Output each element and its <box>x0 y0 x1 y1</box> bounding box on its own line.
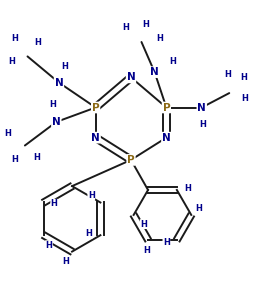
Text: N: N <box>91 133 100 143</box>
Text: H: H <box>61 62 68 71</box>
Text: N: N <box>162 133 171 143</box>
Text: H: H <box>35 38 41 47</box>
Text: H: H <box>200 120 206 129</box>
Text: N: N <box>150 67 159 77</box>
Text: P: P <box>162 102 170 113</box>
Text: H: H <box>33 153 40 162</box>
Text: H: H <box>11 155 18 164</box>
Text: N: N <box>197 102 206 113</box>
Text: N: N <box>54 78 63 88</box>
Text: H: H <box>142 20 149 29</box>
Text: P: P <box>92 102 100 113</box>
Text: N: N <box>127 72 135 82</box>
Text: H: H <box>85 229 92 238</box>
Text: H: H <box>140 220 147 229</box>
Text: H: H <box>8 57 15 66</box>
Text: H: H <box>143 246 150 255</box>
Text: H: H <box>88 191 95 200</box>
Text: N: N <box>52 117 61 127</box>
Text: H: H <box>163 238 170 247</box>
Text: H: H <box>62 257 69 266</box>
Text: H: H <box>184 184 191 193</box>
Text: P: P <box>127 155 135 165</box>
Text: H: H <box>122 23 129 32</box>
Text: H: H <box>225 70 231 79</box>
Text: H: H <box>51 199 58 208</box>
Text: H: H <box>46 241 52 250</box>
Text: H: H <box>242 94 248 103</box>
Text: H: H <box>156 33 163 42</box>
Text: H: H <box>49 100 56 109</box>
Text: H: H <box>170 57 176 66</box>
Text: H: H <box>240 73 247 82</box>
Text: H: H <box>4 129 11 138</box>
Text: H: H <box>11 33 18 42</box>
Text: H: H <box>196 204 203 213</box>
